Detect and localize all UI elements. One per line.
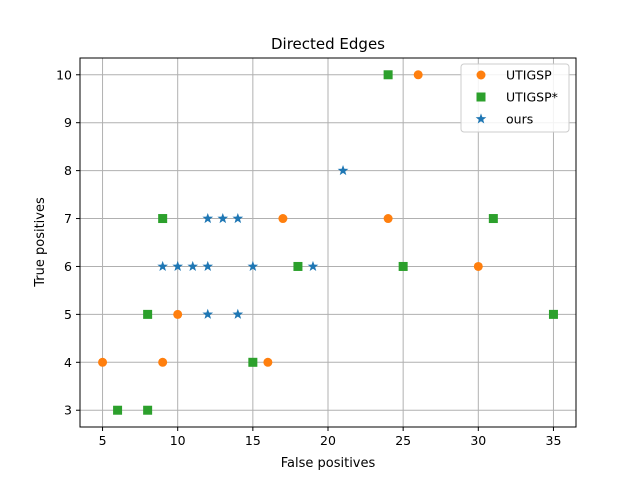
y-tick-label: 7: [64, 211, 72, 226]
chart-title: Directed Edges: [271, 35, 385, 53]
y-tick-label: 9: [64, 115, 72, 130]
data-point-circle: [278, 214, 288, 224]
data-point-circle: [413, 70, 423, 80]
data-point-star: [187, 260, 199, 271]
data-point-star: [247, 260, 259, 271]
data-point-square: [248, 357, 258, 367]
data-point-star: [337, 165, 349, 176]
legend-label: UTIGSP: [506, 68, 552, 83]
y-tick-label: 4: [64, 355, 72, 370]
data-point-star: [232, 212, 244, 224]
legend-marker-circle: [476, 70, 486, 80]
y-tick-label: 10: [56, 67, 72, 82]
data-point-star: [307, 260, 319, 271]
data-point-square: [398, 261, 408, 271]
x-tick-label: 10: [170, 433, 186, 448]
data-point-star: [157, 260, 168, 271]
data-point-square: [293, 261, 303, 271]
data-point-star: [172, 260, 184, 271]
data-point-square: [383, 70, 393, 80]
y-axis-label: True positives: [33, 197, 48, 288]
data-point-star: [232, 308, 244, 319]
x-tick-label: 25: [395, 433, 411, 448]
data-point-square: [113, 405, 123, 415]
data-point-circle: [263, 357, 273, 367]
data-point-square: [143, 309, 153, 319]
x-tick-label: 5: [99, 433, 107, 448]
legend: UTIGSP UTIGSP* ours: [460, 63, 570, 133]
data-point-star: [202, 212, 214, 224]
data-point-star: [217, 212, 229, 224]
x-tick-label: 15: [245, 433, 261, 448]
data-point-star: [202, 308, 214, 319]
data-point-circle: [383, 214, 393, 224]
x-tick-label: 20: [320, 433, 336, 448]
data-point-square: [548, 309, 558, 319]
data-points: [98, 70, 558, 415]
y-axis-ticks: 3 4 5 6 7 8 9 10: [56, 67, 80, 418]
legend-label: UTIGSP*: [506, 90, 558, 105]
data-point-square: [488, 214, 498, 224]
data-point-circle: [158, 357, 168, 367]
data-point-circle: [173, 309, 183, 319]
legend-marker-star: [475, 113, 487, 124]
y-tick-label: 8: [64, 163, 72, 178]
legend-box: [460, 63, 570, 133]
x-tick-label: 30: [470, 433, 486, 448]
data-point-star: [202, 260, 214, 271]
legend-label: ours: [506, 112, 533, 127]
data-point-square: [158, 214, 168, 224]
data-point-circle: [473, 261, 483, 271]
data-point-square: [143, 405, 153, 415]
y-tick-label: 3: [64, 403, 72, 418]
y-tick-label: 5: [64, 307, 72, 322]
x-axis-label: False positives: [281, 456, 376, 471]
x-axis-ticks: 5 10 15 20 25 30 35: [99, 427, 562, 448]
legend-marker-square: [476, 92, 486, 102]
data-point-circle: [98, 357, 108, 367]
y-tick-label: 6: [64, 259, 72, 274]
x-tick-label: 35: [546, 433, 562, 448]
